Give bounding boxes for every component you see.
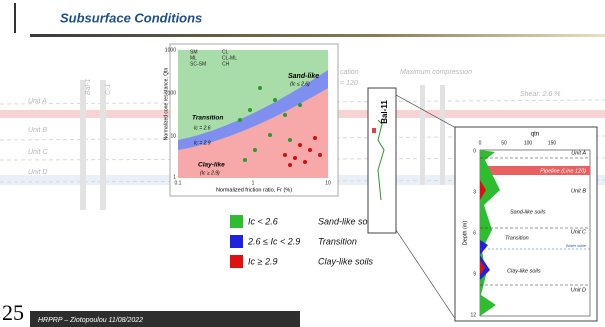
y-tick-label: 0 xyxy=(473,148,476,154)
header-rule xyxy=(30,34,605,37)
classification-chart: SM ML SC-SM CL CL-ML CH Normalized cone … xyxy=(163,43,339,197)
legend-entry: SM xyxy=(190,49,198,55)
legend-range: 2.6 ≤ Ic < 2.9 xyxy=(247,236,300,246)
legend-label: Transition xyxy=(318,236,357,246)
y-tick-label: 3 xyxy=(473,189,476,195)
y-tick-label: 6 xyxy=(473,230,476,236)
x-tick-label: 0 xyxy=(479,140,482,146)
data-points xyxy=(238,86,302,162)
boring-label: C-1 xyxy=(105,84,112,95)
legend-label: Sand-like soils xyxy=(318,216,377,226)
boring-label: Bal-11 xyxy=(380,100,389,124)
legend-entry: SC-SM xyxy=(190,61,206,67)
footer-bar xyxy=(30,311,300,327)
note: = 120 xyxy=(340,80,358,87)
annotation: Unit C xyxy=(571,229,586,235)
x-axis-label: Normalized friction ratio, Fr (%) xyxy=(216,187,292,193)
legend-range: Ic < 2.6 xyxy=(248,216,278,226)
region-label: Sand-like xyxy=(288,73,319,80)
legend-swatch xyxy=(230,255,243,268)
note: cation xyxy=(340,69,359,76)
page-number: 25 xyxy=(2,300,24,325)
region-label: (Ic ≤ 2.6) xyxy=(290,81,310,87)
region-label: Ic = 2.6 xyxy=(194,125,211,131)
x-tick-label: 10 xyxy=(325,180,331,186)
unit-label: Unit C xyxy=(28,149,48,156)
annotation: Transition xyxy=(505,235,529,241)
unit-label: Unit A xyxy=(28,98,47,105)
x-tick-label: 50 xyxy=(501,140,507,146)
clay-region xyxy=(178,88,328,178)
annotation: Unit A xyxy=(571,150,586,156)
y-tick-label: 1000 xyxy=(165,47,176,53)
x-axis-label: qtn xyxy=(531,132,539,138)
corner-bar xyxy=(14,3,16,33)
y-axis-label: Depth (m) xyxy=(462,221,468,246)
note: Maximum compression xyxy=(400,69,472,76)
transition-region xyxy=(178,70,328,150)
legend-swatch xyxy=(230,215,243,228)
region-label: Ic = 2.9 xyxy=(194,140,211,146)
boring-column xyxy=(367,87,397,234)
zoom-line xyxy=(395,229,457,321)
legend-entry: CL xyxy=(222,49,229,55)
pipeline-band xyxy=(480,166,590,175)
annotation: Water table xyxy=(566,243,587,248)
y-tick-label: 10 xyxy=(170,133,176,139)
y-axis-label: Normalized cone resistance, Qtn xyxy=(163,68,169,141)
y-tick-label: 9 xyxy=(473,271,476,277)
x-tick-label: 0.1 xyxy=(175,180,182,186)
y-tick-label: 100 xyxy=(168,90,177,96)
x-tick-label: 150 xyxy=(548,140,557,146)
legend-swatch xyxy=(230,235,243,248)
qtn-trace xyxy=(480,180,486,275)
y-tick-label: 12 xyxy=(470,312,476,318)
annotation: Pipeline (Line 120) xyxy=(540,168,586,174)
annotation: Clay-like soils xyxy=(507,268,541,274)
y-tick-label: 1 xyxy=(173,174,176,180)
footer-text: HRPRP – Ziotopoulou 11/08/2022 xyxy=(38,317,143,324)
annotation: Sand-like soils xyxy=(510,209,546,215)
slide-title: Subsurface Conditions xyxy=(60,10,202,25)
annotation: Unit D xyxy=(571,287,586,293)
profile-axes xyxy=(479,149,591,317)
x-tick-label: 100 xyxy=(524,140,533,146)
annotation: Unit B xyxy=(571,188,586,194)
region-label: Transition xyxy=(192,115,223,122)
pipeline-mark xyxy=(372,128,376,133)
boring-label: Bal-1 xyxy=(85,79,92,95)
region-label: Clay-like xyxy=(198,162,225,169)
profile: qtn 0 50 100 150 Depth (m) 0 3 6 9 12 Un… xyxy=(454,126,598,322)
x-tick-label: 1 xyxy=(252,180,255,186)
note: Shear: 2.6 % xyxy=(520,91,560,98)
legend-entry: CH xyxy=(222,61,230,67)
legend-range: Ic ≥ 2.9 xyxy=(248,256,277,266)
boring-trace xyxy=(377,119,385,201)
legend-entry: CL-ML xyxy=(222,55,237,61)
region-label: (Ic ≥ 2.9) xyxy=(200,170,220,176)
data-points xyxy=(283,136,322,167)
unit-label: Unit D xyxy=(28,169,47,176)
zoom-line xyxy=(395,94,457,129)
legend-label: Clay-like soils xyxy=(318,256,374,266)
unit-label: Unit B xyxy=(28,127,47,134)
legend-entry: ML xyxy=(190,55,197,61)
